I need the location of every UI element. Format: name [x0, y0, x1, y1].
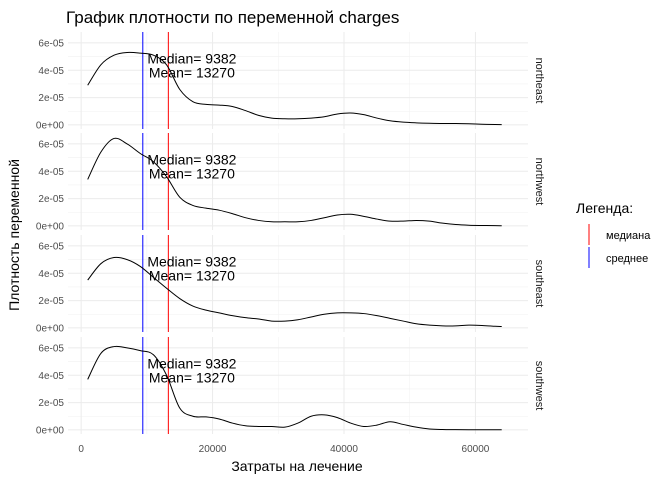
density-curve-northwest [87, 137, 502, 227]
annotation-median: Median= 9382 [147, 152, 236, 168]
y-axis-label: Плотность переменной [6, 159, 22, 311]
y-tick-label: 6e-05 [38, 38, 64, 49]
y-tick-label: 0e+00 [36, 323, 65, 334]
legend-label-median: медиана [606, 230, 651, 242]
annotation-median: Median= 9382 [147, 356, 236, 372]
x-tick-label: 0 [78, 444, 84, 455]
y-tick-label: 6e-05 [38, 139, 64, 150]
y-tick-label: 2e-05 [38, 398, 64, 409]
y-tick-label: 0e+00 [36, 120, 65, 131]
facet-strip-label: southeast [533, 260, 545, 308]
density-curve-southeast [87, 256, 502, 328]
y-tick-label: 0e+00 [36, 221, 65, 232]
y-tick-label: 4e-05 [38, 167, 64, 178]
y-tick-label: 2e-05 [38, 296, 64, 307]
density-curve-southwest [87, 345, 502, 431]
annotation-mean: Mean= 13270 [149, 165, 235, 181]
x-axis-label: Затраты на лечение [231, 458, 363, 474]
annotation-mean: Mean= 13270 [149, 267, 235, 283]
facet-strip-label: northeast [533, 58, 545, 104]
facet-strip-label: southwest [533, 361, 545, 411]
annotation-mean: Mean= 13270 [149, 64, 235, 80]
x-tick-label: 40000 [330, 444, 358, 455]
y-tick-label: 4e-05 [38, 269, 64, 280]
x-tick-label: 20000 [199, 444, 227, 455]
y-tick-label: 4e-05 [38, 371, 64, 382]
legend-label-mean: среднее [606, 253, 648, 265]
annotation-mean: Mean= 13270 [149, 369, 235, 385]
y-tick-label: 6e-05 [38, 241, 64, 252]
legend: Легенда: медиана среднее [576, 200, 651, 268]
y-tick-label: 2e-05 [38, 93, 64, 104]
chart-title: График плотности по переменной charges [66, 8, 399, 27]
y-tick-label: 2e-05 [38, 194, 64, 205]
density-curve-northeast [87, 51, 502, 126]
x-tick-label: 60000 [462, 444, 490, 455]
x-axis: 0 20000 40000 60000 [78, 444, 489, 455]
facet-strip-label: northwest [533, 158, 545, 206]
y-tick-label: 6e-05 [38, 343, 64, 354]
y-tick-label: 0e+00 [36, 425, 65, 436]
legend-title: Легенда: [576, 200, 633, 216]
annotation-median: Median= 9382 [147, 254, 236, 270]
y-tick-label: 4e-05 [38, 66, 64, 77]
annotation-median: Median= 9382 [147, 51, 236, 67]
